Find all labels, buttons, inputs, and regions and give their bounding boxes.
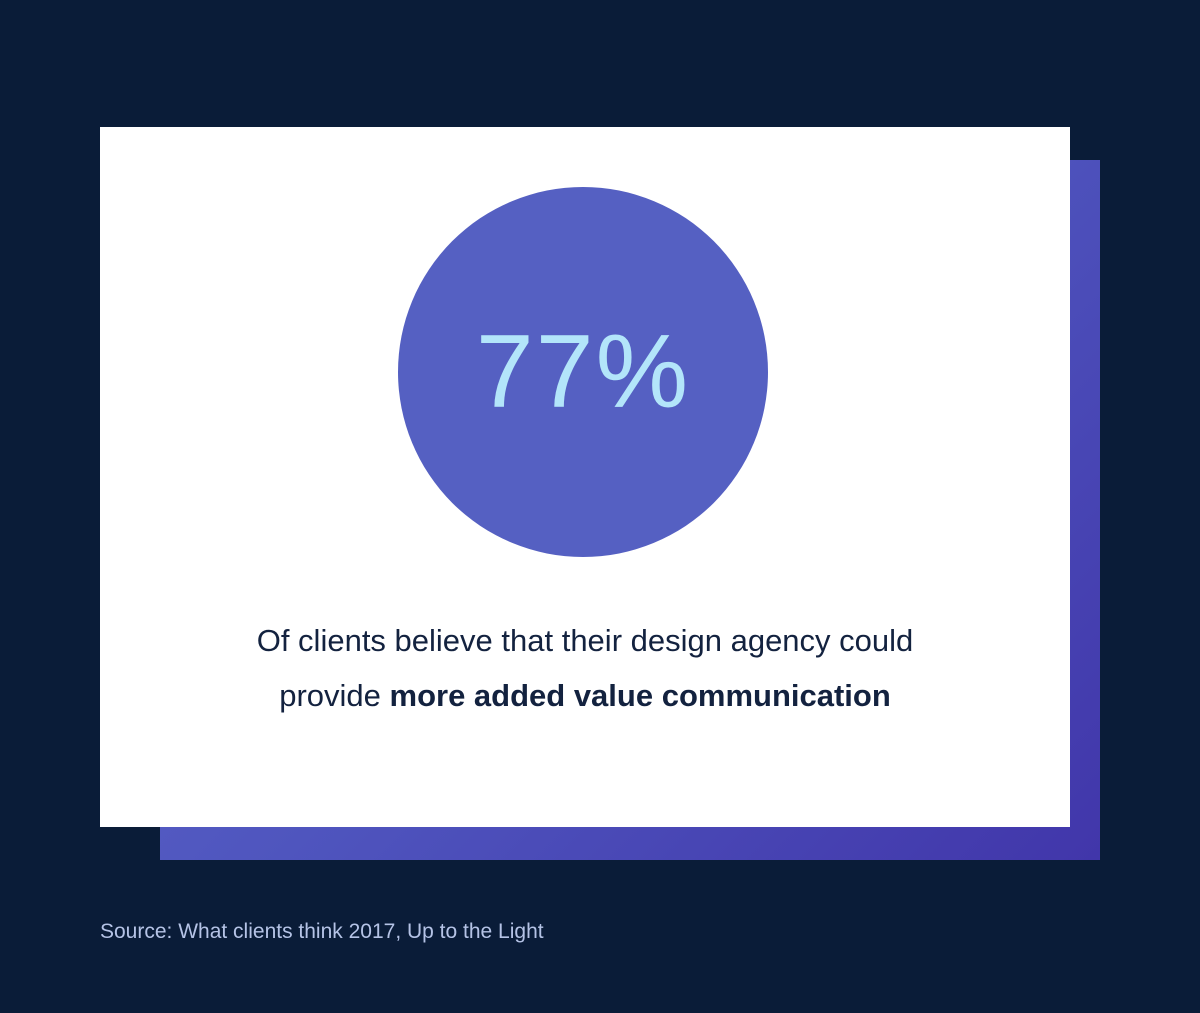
stat-value: 77% (475, 313, 691, 430)
source-attribution: Source: What clients think 2017, Up to t… (100, 920, 544, 943)
stat-caption: Of clients believe that their design age… (100, 613, 1070, 723)
stat-circle: 77% (398, 187, 768, 557)
caption-line1: Of clients believe that their design age… (256, 623, 914, 658)
stat-card: 77% Of clients believe that their design… (100, 127, 1070, 827)
caption-line2-prefix: provide (279, 678, 390, 713)
caption-line2-bold: more added value communication (389, 678, 891, 713)
